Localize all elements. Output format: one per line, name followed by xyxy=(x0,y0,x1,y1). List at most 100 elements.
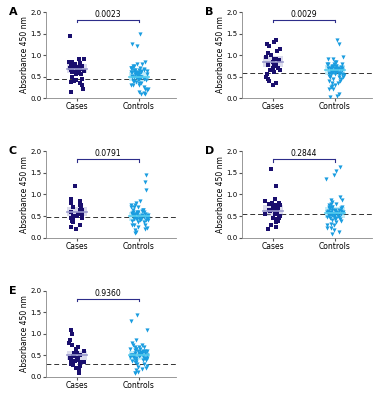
Point xyxy=(68,67,74,73)
Point xyxy=(132,202,138,209)
Point xyxy=(136,214,142,220)
Point xyxy=(128,65,135,71)
Point xyxy=(131,204,137,211)
Text: E: E xyxy=(9,286,17,296)
Point xyxy=(273,55,279,62)
Point xyxy=(336,41,342,47)
Point xyxy=(271,69,277,75)
Point xyxy=(328,66,334,72)
Point xyxy=(130,209,136,215)
Point xyxy=(69,331,75,337)
Point xyxy=(69,69,75,75)
Point xyxy=(136,74,142,81)
Point xyxy=(141,353,147,359)
Point xyxy=(144,85,150,92)
Point xyxy=(144,352,150,358)
Point xyxy=(328,225,334,231)
Point xyxy=(131,352,137,358)
Point xyxy=(128,82,135,88)
Point xyxy=(262,211,268,217)
Point xyxy=(144,215,150,221)
Point xyxy=(276,215,282,221)
Point xyxy=(138,349,144,355)
Point xyxy=(128,69,135,75)
Point xyxy=(143,365,149,372)
Point xyxy=(73,71,79,78)
Point xyxy=(334,93,340,99)
Point xyxy=(274,217,280,223)
Point xyxy=(129,339,135,346)
Point xyxy=(77,352,83,358)
Point xyxy=(337,66,344,72)
Point xyxy=(132,211,138,217)
Point xyxy=(131,213,137,219)
Y-axis label: Absorbance 450 nm: Absorbance 450 nm xyxy=(20,296,29,373)
Point xyxy=(133,346,139,352)
Point xyxy=(73,69,79,75)
Point xyxy=(68,209,74,215)
Point xyxy=(276,213,282,219)
Point xyxy=(76,66,82,73)
Point xyxy=(66,65,73,71)
Y-axis label: Absorbance 450 nm: Absorbance 450 nm xyxy=(216,16,225,93)
Point xyxy=(133,70,139,76)
Point xyxy=(68,79,74,85)
Point xyxy=(138,216,144,223)
Point xyxy=(144,355,150,361)
Point xyxy=(331,211,337,217)
Point xyxy=(271,39,277,45)
Point xyxy=(68,61,74,67)
Point xyxy=(339,61,345,67)
Point xyxy=(76,80,82,86)
Point xyxy=(333,209,339,215)
Point xyxy=(329,199,335,205)
Point xyxy=(130,73,136,79)
Point xyxy=(69,73,75,80)
Point xyxy=(133,67,139,73)
Point xyxy=(76,358,82,365)
Point xyxy=(130,342,136,348)
Point xyxy=(131,350,138,356)
Point xyxy=(140,356,146,363)
Point xyxy=(271,56,277,63)
Point xyxy=(273,61,279,67)
Point xyxy=(276,200,282,206)
Point xyxy=(331,61,337,67)
Point xyxy=(277,202,283,209)
Point xyxy=(77,200,83,206)
Point xyxy=(329,63,336,69)
Point xyxy=(133,200,139,206)
Point xyxy=(332,208,338,214)
Point xyxy=(325,222,331,229)
Point xyxy=(336,91,342,97)
Point xyxy=(141,66,147,72)
Point xyxy=(135,75,141,82)
Point xyxy=(136,71,142,78)
FancyBboxPatch shape xyxy=(129,72,149,81)
Point xyxy=(134,69,140,75)
Point xyxy=(130,207,136,213)
Point xyxy=(128,65,134,71)
Point xyxy=(81,358,87,365)
Point xyxy=(329,231,335,237)
Point xyxy=(264,71,271,78)
Point xyxy=(133,229,139,235)
Point xyxy=(74,70,80,76)
Point xyxy=(79,207,86,213)
Point xyxy=(332,67,338,73)
Point xyxy=(272,80,279,86)
Point xyxy=(133,356,139,363)
Point xyxy=(70,362,76,368)
Point xyxy=(137,198,143,204)
FancyBboxPatch shape xyxy=(129,212,149,221)
Point xyxy=(328,201,334,207)
Point xyxy=(128,69,134,75)
Point xyxy=(331,172,337,178)
Point xyxy=(333,215,339,221)
Point xyxy=(131,67,137,73)
Point xyxy=(134,61,140,67)
Point xyxy=(135,209,141,215)
Point xyxy=(76,221,82,228)
Point xyxy=(339,203,345,210)
Point xyxy=(326,78,332,84)
